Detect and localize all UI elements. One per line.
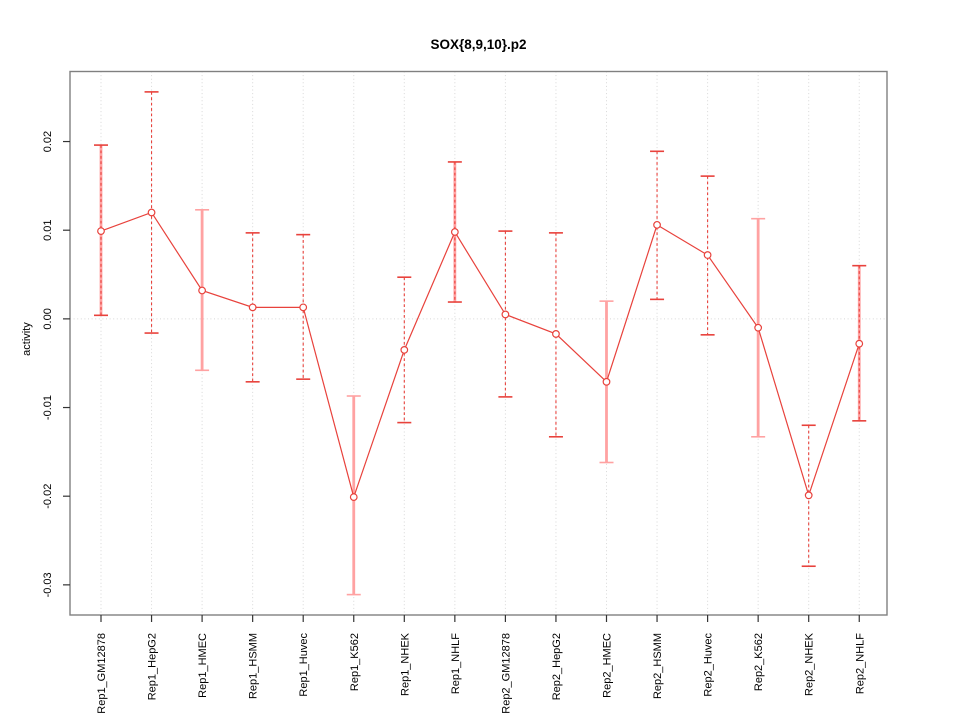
x-tick-label: Rep1_HSMM (248, 633, 260, 699)
data-point-marker (248, 303, 257, 312)
data-point-marker (501, 310, 510, 319)
x-tick-label: Rep1_HepG2 (147, 633, 159, 700)
x-tick-label: Rep2_Huvec (703, 633, 715, 697)
data-point-marker (400, 345, 409, 354)
x-tick-label: Rep2_GM12878 (500, 633, 512, 714)
y-tick-label: 0.01 (42, 219, 54, 240)
y-tick-label: 0.00 (42, 308, 54, 329)
data-point-marker (97, 227, 105, 235)
x-tick-label: Rep1_K562 (349, 633, 361, 691)
x-tick-label: Rep2_K562 (753, 633, 765, 691)
data-point-marker (198, 286, 207, 295)
x-tick-label: Rep2_NHEK (804, 632, 816, 696)
y-tick-label: -0.01 (42, 395, 54, 420)
x-tick-label: Rep1_HMEC (197, 633, 209, 698)
data-point-marker (653, 220, 661, 229)
x-tick-label: Rep2_NHLF (854, 633, 866, 694)
x-tick-label: Rep1_NHEK (399, 632, 411, 696)
y-tick-label: 0.02 (42, 131, 54, 152)
x-tick-label: Rep1_Huvec (298, 633, 310, 697)
x-tick-label: Rep1_GM12878 (96, 633, 108, 714)
x-tick-label: Rep2_HMEC (602, 633, 614, 698)
series-line (100, 211, 860, 500)
y-tick-label: -0.02 (42, 484, 54, 509)
plot-box (69, 70, 888, 616)
data-point-marker (147, 208, 156, 217)
data-point-marker (602, 377, 611, 386)
y-tick-label: -0.03 (42, 572, 54, 597)
data-point-marker (552, 330, 560, 338)
data-point-marker (703, 251, 712, 259)
data-point-marker (855, 339, 864, 348)
x-tick-label: Rep2_HSMM (652, 633, 664, 699)
data-point-marker (299, 303, 308, 312)
data-point-marker (804, 491, 813, 500)
data-point-marker (349, 493, 358, 501)
x-tick-label: Rep2_HepG2 (551, 633, 563, 700)
x-tick-label: Rep1_NHLF (450, 633, 462, 694)
chart-title: SOX{8,9,10}.p2 (430, 37, 527, 52)
data-point-marker (450, 228, 459, 236)
data-point-marker (754, 323, 763, 332)
